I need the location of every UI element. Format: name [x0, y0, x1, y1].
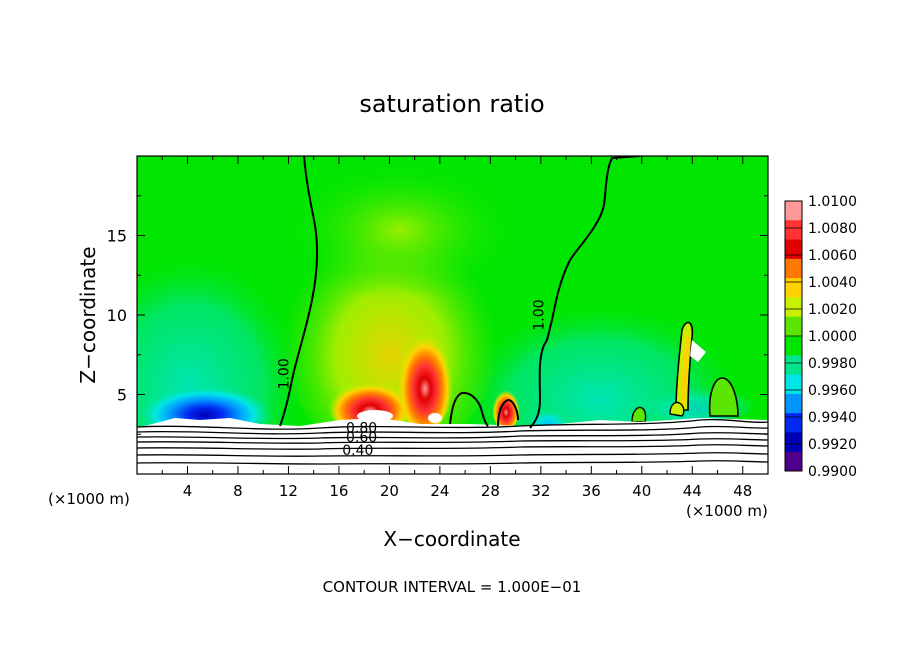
x-tick-label: 32 [531, 482, 550, 500]
contour-label: 0.80 [346, 421, 377, 437]
colorbar-label: 0.9960 [808, 383, 857, 399]
contour-label: 1.00 [276, 358, 292, 389]
field-lightgreen-upper [280, 160, 520, 300]
colorbar-label: 1.0020 [808, 302, 857, 318]
contour-labels: 1.00 1.00 0.800.600.40 [276, 299, 547, 459]
contour-lines-1-00 [279, 156, 641, 429]
contour-interval-note: CONTOUR INTERVAL = 1.000E−01 [323, 578, 582, 596]
colorbar-swatch [785, 258, 802, 279]
contour-label: 1.00 [531, 299, 547, 330]
colorbar-swatch [785, 297, 802, 318]
x-tick-label: 12 [279, 482, 298, 500]
colorbar-label: 1.0080 [808, 221, 857, 237]
x-tick-label: 48 [733, 482, 752, 500]
colorbar-label: 1.0000 [808, 329, 857, 345]
field-cyan-right [640, 378, 760, 422]
colorbar [784, 200, 803, 472]
x-tick-labels: 4 8 12 16 20 24 28 32 36 40 44 48 [183, 482, 753, 500]
colorbar-swatch [785, 393, 802, 414]
x-tick-label: 8 [233, 482, 243, 500]
field-lower-region [137, 428, 768, 474]
colorbar-swatch [785, 278, 802, 298]
x-axis-label: X−coordinate [383, 527, 520, 551]
colorbar-swatch [785, 374, 802, 395]
field-red-cell-2 [397, 324, 453, 432]
colorbar-swatch [785, 220, 802, 241]
colorbar-swatch [785, 413, 802, 433]
colorbar-swatch [785, 336, 802, 356]
y-tick-labels: 5 10 15 [107, 227, 127, 405]
colorbar-swatch [785, 451, 802, 472]
x-tick-label: 40 [632, 482, 651, 500]
y-tick-marks [137, 195, 768, 435]
colorbar-labels: 1.0100 1.0080 1.0060 1.0040 1.0020 1.0000 0.99… [808, 194, 857, 480]
field-white-blob [690, 340, 706, 362]
x-tick-label: 44 [683, 482, 702, 500]
y-tick-label: 15 [107, 227, 127, 246]
contour-label: 0.60 [346, 430, 377, 446]
colorbar-swatch [785, 432, 802, 453]
colorbar-swatch [785, 316, 802, 337]
colorbar-swatch [785, 201, 802, 221]
colorbar-label: 1.0100 [808, 194, 857, 210]
field-green-dome [708, 377, 739, 417]
x-tick-label: 24 [430, 482, 449, 500]
y-tick-label: 5 [117, 386, 127, 405]
field-small-dome-1 [631, 406, 647, 423]
x-tick-label: 4 [183, 482, 193, 500]
colorbar-label: 0.9920 [808, 437, 857, 453]
x-tick-label: 16 [329, 482, 348, 500]
x-tick-label: 20 [380, 482, 399, 500]
colorbar-label: 0.9900 [808, 464, 857, 480]
x-units-right: (×1000 m) [686, 502, 768, 520]
plot-area [137, 156, 768, 474]
field-white-patch-2 [428, 413, 442, 423]
colorbar-label: 1.0060 [808, 248, 857, 264]
x-tick-label: 36 [582, 482, 601, 500]
colorbar-swatch [785, 239, 802, 260]
colorbar-label: 0.9980 [808, 356, 857, 372]
field-small-dome-2 [669, 401, 685, 417]
colorbar-label: 0.9940 [808, 410, 857, 426]
contour-label: 0.40 [342, 443, 373, 459]
field-red-cell-1 [328, 377, 412, 433]
colorbar-label: 1.0040 [808, 275, 857, 291]
y-tick-label: 10 [107, 306, 127, 325]
terrain-contours [137, 418, 768, 465]
chart-title: saturation ratio [359, 90, 544, 118]
x-units-left: (×1000 m) [48, 490, 130, 508]
x-tick-label: 28 [481, 482, 500, 500]
y-axis-label: Z−coordinate [76, 246, 100, 383]
field-yellow-plume-core [681, 333, 690, 405]
colorbar-swatch [785, 355, 802, 376]
x-tick-marks [161, 156, 744, 474]
